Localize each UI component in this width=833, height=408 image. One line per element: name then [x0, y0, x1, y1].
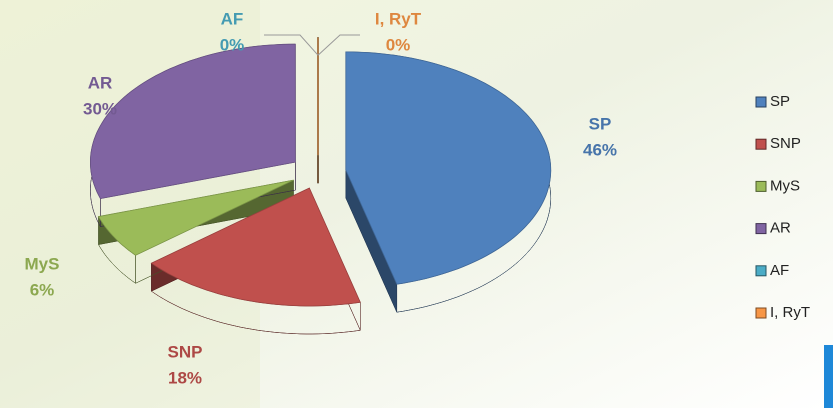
slice — [345, 51, 552, 285]
leader-line — [317, 34, 360, 56]
data-label-name: I, RyT — [375, 9, 422, 28]
side-bar — [824, 345, 833, 408]
legend-label: MyS — [770, 177, 800, 194]
legend-label: I, RyT — [770, 304, 810, 321]
data-label-name: SNP — [168, 342, 203, 361]
slice — [150, 187, 361, 307]
legend-swatch — [755, 307, 767, 319]
slice — [90, 43, 296, 200]
data-label-value: 18% — [168, 368, 202, 387]
data-label-value: 6% — [30, 280, 55, 299]
legend-label: SNP — [770, 135, 801, 152]
legend-swatch — [755, 138, 767, 150]
data-label-name: AR — [88, 73, 113, 92]
legend-label: AR — [770, 220, 791, 237]
data-label-value: 30% — [83, 99, 117, 118]
data-label-name: SP — [589, 114, 612, 133]
data-label-value: 46% — [583, 140, 617, 159]
legend-swatch — [755, 223, 767, 235]
data-label-name: MyS — [25, 254, 60, 273]
legend-swatch — [755, 96, 767, 108]
legend-swatch — [755, 265, 767, 277]
data-label-name: AF — [221, 9, 244, 28]
data-label-value: 0% — [220, 35, 245, 54]
leader-line — [264, 34, 319, 56]
data-label-value: 0% — [386, 35, 411, 54]
legend-label: AF — [770, 262, 789, 279]
slice-side — [98, 179, 294, 284]
legend-label: SP — [770, 93, 790, 110]
slice — [97, 179, 294, 256]
legend-swatch — [755, 180, 767, 192]
